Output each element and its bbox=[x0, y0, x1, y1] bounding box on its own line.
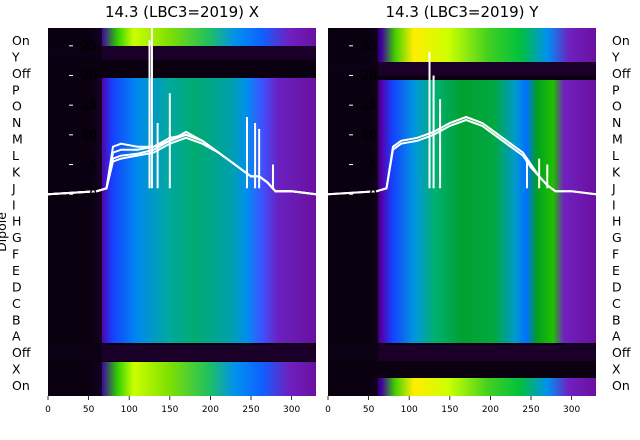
y-tick-label: 10 bbox=[362, 128, 377, 142]
x-tick-label: 100 bbox=[401, 405, 418, 415]
dipole-label: I bbox=[12, 197, 16, 212]
dipole-label: O bbox=[12, 99, 22, 114]
panel-y: 14.3 (LBC3=2019) Y 0 5 10 15 20 25 0 50 100 150 2… bbox=[325, 3, 631, 415]
y-tick-label: 20 bbox=[362, 68, 377, 82]
y-tick-label: 15 bbox=[362, 98, 377, 112]
x-tick-label: 0 bbox=[325, 405, 331, 415]
dipole-label: C bbox=[12, 296, 21, 311]
heatmap-band-off-bottom bbox=[328, 345, 596, 361]
y-ticks-x: 0 5 10 15 20 25 bbox=[69, 39, 97, 201]
dipole-label: G bbox=[612, 230, 622, 245]
dipole-label: P bbox=[612, 82, 620, 97]
y-tick-label: 15 bbox=[82, 98, 97, 112]
chart-title-y: 14.3 (LBC3=2019) Y bbox=[386, 3, 540, 21]
heatmap-y bbox=[328, 28, 596, 396]
dipole-label: On bbox=[612, 33, 630, 48]
x-tick-label: 150 bbox=[161, 405, 178, 415]
dipole-label: M bbox=[612, 132, 623, 147]
x-tick-label: 300 bbox=[283, 405, 300, 415]
x-tick-label: 250 bbox=[522, 405, 539, 415]
heatmap-band-off-top bbox=[48, 46, 316, 60]
y-tick-label: 25 bbox=[82, 39, 97, 53]
dipole-label: O bbox=[612, 99, 622, 114]
dipole-label: I bbox=[612, 197, 616, 212]
dipole-label: D bbox=[12, 279, 22, 294]
y-tick-label: 0 bbox=[89, 187, 97, 201]
dipole-label: On bbox=[12, 378, 30, 393]
dipole-label: N bbox=[12, 115, 21, 130]
profile-line bbox=[48, 136, 316, 196]
dipole-label: A bbox=[12, 329, 21, 344]
panel-x: 14.3 (LBC3=2019) X 0 5 10 15 20 25 0 50 100 150 2… bbox=[0, 3, 316, 415]
chart-title-x: 14.3 (LBC3=2019) X bbox=[105, 3, 259, 21]
heatmap-band-on-bottom bbox=[328, 378, 596, 396]
x-ticks-x: 0 50 100 150 200 250 300 bbox=[45, 396, 300, 415]
heatmap-band-on-top bbox=[48, 28, 316, 46]
dipole-label: Off bbox=[12, 345, 31, 360]
y-tick-label: 5 bbox=[89, 158, 97, 172]
dipole-label: X bbox=[612, 362, 621, 377]
dipole-label: F bbox=[612, 247, 619, 262]
y-tick-label: 25 bbox=[362, 39, 377, 53]
y-tick-label: 5 bbox=[369, 158, 377, 172]
dipole-label: B bbox=[612, 312, 621, 327]
dipole-label: L bbox=[612, 148, 619, 163]
heatmap-band-off-bottom bbox=[48, 345, 316, 361]
x-tick-label: 200 bbox=[482, 405, 499, 415]
dipole-label: F bbox=[12, 247, 19, 262]
x-ticks-y: 0 50 100 150 200 250 300 bbox=[325, 396, 580, 415]
dipole-label: P bbox=[12, 82, 20, 97]
x-tick-label: 300 bbox=[563, 405, 580, 415]
profile-lines-y bbox=[328, 51, 596, 196]
x-tick-label: 0 bbox=[45, 405, 51, 415]
dipole-label: A bbox=[612, 329, 621, 344]
x-tick-label: 100 bbox=[121, 405, 138, 415]
heatmap-band-off-top bbox=[328, 62, 596, 76]
x-tick-label: 50 bbox=[363, 405, 375, 415]
dipole-label: D bbox=[612, 279, 622, 294]
y-ticks-y: 0 5 10 15 20 25 bbox=[349, 39, 377, 201]
heatmap-x bbox=[48, 28, 316, 396]
dipole-label: Off bbox=[612, 66, 631, 81]
dipole-label: G bbox=[12, 230, 22, 245]
dipole-label: Y bbox=[11, 49, 20, 64]
x-tick-label: 150 bbox=[441, 405, 458, 415]
dipole-label: Off bbox=[612, 345, 631, 360]
dipole-label: K bbox=[12, 164, 21, 179]
y-tick-label: 20 bbox=[82, 68, 97, 82]
dipole-label: E bbox=[12, 263, 20, 278]
dipole-label: J bbox=[611, 181, 616, 196]
dipole-label: Y bbox=[611, 49, 620, 64]
dipole-label: J bbox=[11, 181, 16, 196]
dipole-label: Off bbox=[12, 66, 31, 81]
dipole-label: N bbox=[612, 115, 621, 130]
x-tick-label: 200 bbox=[202, 405, 219, 415]
profile-lines-x bbox=[48, 28, 316, 196]
dipole-label: X bbox=[12, 362, 21, 377]
dipole-label: K bbox=[612, 164, 621, 179]
dipole-label: H bbox=[612, 214, 621, 229]
x-tick-label: 250 bbox=[242, 405, 259, 415]
dipole-label: E bbox=[612, 263, 620, 278]
dipole-label: B bbox=[12, 312, 21, 327]
y-tick-label: 10 bbox=[82, 128, 97, 142]
dipole-label: L bbox=[12, 148, 19, 163]
dipole-label: M bbox=[12, 132, 23, 147]
dipole-label: H bbox=[12, 214, 21, 229]
dipole-label: On bbox=[12, 33, 30, 48]
y-tick-label: 0 bbox=[369, 187, 377, 201]
x-tick-label: 50 bbox=[83, 405, 95, 415]
y-axis-label: Dipole bbox=[0, 212, 9, 252]
dipole-label: C bbox=[612, 296, 621, 311]
dipole-label: On bbox=[612, 378, 630, 393]
